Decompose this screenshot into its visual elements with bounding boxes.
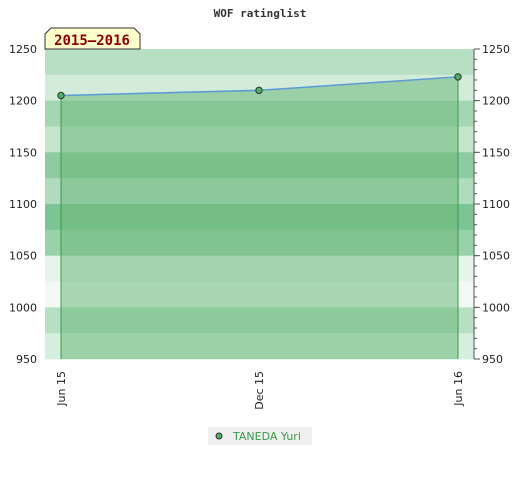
y-tick-label-left: 1050 — [9, 250, 37, 263]
y-tick-label-right: 1150 — [482, 146, 510, 159]
y-tick-label-left: 1000 — [9, 301, 37, 314]
y-tick-label-left: 1250 — [9, 43, 37, 56]
legend[interactable]: TANEDA Yuri — [208, 427, 312, 445]
legend-marker — [215, 432, 223, 440]
y-tick-label-right: 1250 — [482, 43, 510, 56]
x-axis: Jun 15 Dec 15 Jun 16 — [55, 371, 465, 410]
y-tick-label-left: 950 — [16, 353, 37, 366]
y-axis-left: 950 1000 1050 1100 1150 1200 1250 — [9, 43, 37, 366]
y-tick-label-right: 1050 — [482, 250, 510, 263]
legend-background — [208, 427, 312, 445]
y-axis-right: 950 1000 1050 1100 1150 1200 1250 — [473, 43, 510, 366]
x-tick-label: Dec 15 — [253, 371, 266, 410]
data-point-jun-16[interactable] — [454, 73, 462, 81]
y-tick-label-right: 950 — [482, 353, 503, 366]
grid-band — [45, 49, 474, 76]
y-tick-label-right: 1000 — [482, 301, 510, 314]
x-tick-label: Jun 16 — [452, 371, 465, 407]
data-point-dec-15[interactable] — [255, 86, 263, 95]
period-label-text: 2015–2016 — [54, 33, 130, 49]
x-tick-label: Jun 15 — [55, 371, 68, 407]
y-tick-label-right: 1200 — [482, 95, 510, 108]
y-tick-label-right: 1100 — [482, 198, 510, 211]
y-tick-label-left: 1150 — [9, 146, 37, 159]
y-tick-label-left: 1100 — [9, 198, 37, 211]
period-label: 2015–2016 — [44, 27, 141, 50]
series-fill — [61, 76, 458, 360]
legend-label: TANEDA Yuri — [232, 430, 301, 443]
chart-title: WOF ratinglist — [214, 7, 307, 20]
data-point-jun-15[interactable] — [57, 91, 65, 100]
y-tick-label-left: 1200 — [9, 95, 37, 108]
series-area — [57, 73, 462, 360]
period-label-box — [44, 27, 141, 50]
